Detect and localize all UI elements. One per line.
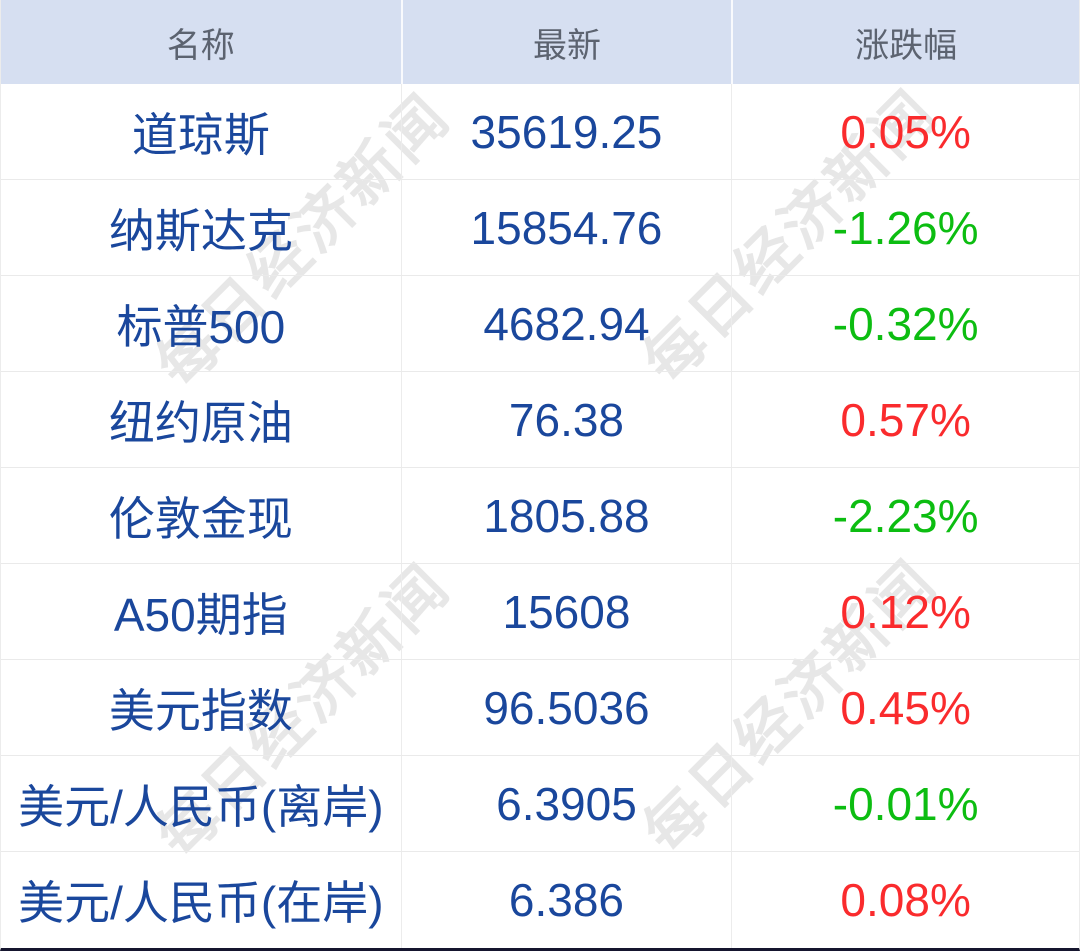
instrument-name: 美元指数 xyxy=(108,684,293,737)
change-percent: -1.26% xyxy=(731,180,1079,275)
table-row: 伦敦金现 1805.88 -2.23% xyxy=(1,468,1079,564)
change-percent: 0.05% xyxy=(731,84,1079,179)
instrument-name: 美元/人民币(离岸) xyxy=(18,780,384,833)
change-percent: -0.01% xyxy=(731,756,1079,851)
latest-value: 35619.25 xyxy=(400,84,732,179)
instrument-name: 标普500 xyxy=(116,300,286,353)
table-row: A50期指 15608 0.12% xyxy=(1,564,1079,660)
table-header: 名称 最新 涨跌幅 xyxy=(1,0,1079,84)
table-row: 道琼斯 35619.25 0.05% xyxy=(1,84,1079,180)
instrument-name: 美元/人民币(在岸) xyxy=(18,877,384,929)
table-row: 纳斯达克 15854.76 -1.26% xyxy=(1,180,1079,276)
table-row: 美元/人民币(在岸) 6.386 0.08% xyxy=(1,852,1079,948)
latest-value: 15854.76 xyxy=(400,180,732,275)
change-percent: -2.23% xyxy=(731,468,1079,563)
latest-value: 1805.88 xyxy=(400,468,732,563)
instrument-name: 道琼斯 xyxy=(131,108,270,161)
latest-value: 4682.94 xyxy=(400,276,732,371)
latest-value: 15608 xyxy=(400,564,732,659)
change-percent: 0.12% xyxy=(731,564,1079,659)
instrument-name: A50期指 xyxy=(113,588,288,641)
instrument-name: 纳斯达克 xyxy=(108,204,293,257)
change-percent: 0.57% xyxy=(731,372,1079,467)
table-row: 美元/人民币(离岸) 6.3905 -0.01% xyxy=(1,756,1079,852)
latest-value: 96.5036 xyxy=(400,660,732,755)
table-row: 纽约原油 76.38 0.57% xyxy=(1,372,1079,468)
header-latest: 最新 xyxy=(400,0,732,84)
instrument-name: 伦敦金现 xyxy=(108,492,293,545)
table-body: 道琼斯 35619.25 0.05% 纳斯达克 15854.76 -1.26% 标普500 4… xyxy=(1,84,1079,948)
latest-value: 6.3905 xyxy=(400,756,732,851)
latest-value: 6.386 xyxy=(400,852,732,948)
table-row: 标普500 4682.94 -0.32% xyxy=(1,276,1079,372)
change-percent: -0.32% xyxy=(731,276,1079,371)
instrument-name: 纽约原油 xyxy=(108,396,293,449)
change-percent: 0.45% xyxy=(731,660,1079,755)
header-name: 名称 xyxy=(166,26,235,65)
table-row: 美元指数 96.5036 0.45% xyxy=(1,660,1079,756)
header-change: 涨跌幅 xyxy=(731,0,1079,84)
change-percent: 0.08% xyxy=(731,852,1079,948)
latest-value: 76.38 xyxy=(400,372,732,467)
